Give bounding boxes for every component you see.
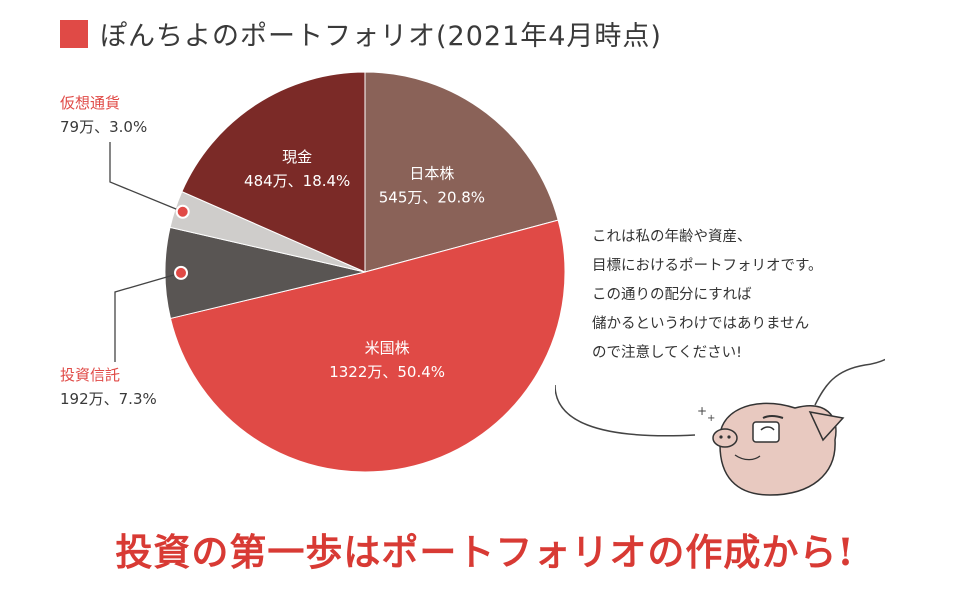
tagline: 投資の第一歩はポートフォリオの作成から! xyxy=(115,530,855,574)
slice-value-label: 192万、7.3% xyxy=(60,390,157,408)
leader-dot xyxy=(174,265,189,280)
svg-text:+: + xyxy=(697,404,707,418)
slice-value-label: 79万、3.0% xyxy=(60,118,147,136)
note-text: これは私の年齢や資産、 目標におけるポートフォリオです。 この通りの配分にすれば… xyxy=(592,223,892,368)
pig-mascot-icon: + + xyxy=(555,358,885,496)
slice-value-label: 484万、18.4% xyxy=(244,172,350,190)
note-line: この通りの配分にすれば xyxy=(592,287,752,303)
pie-slice xyxy=(169,219,566,473)
note-line: これは私の年齢や資産、 xyxy=(592,229,752,245)
title-square-icon xyxy=(60,19,88,48)
slice-name-label: 仮想通貨 xyxy=(60,94,120,112)
pie-slice xyxy=(364,71,559,273)
svg-text:+: + xyxy=(707,413,715,424)
slice-value-label: 1322万、50.4% xyxy=(329,363,445,381)
note-line: 目標におけるポートフォリオです。 xyxy=(592,258,823,274)
leader-line xyxy=(114,272,182,362)
leader-line xyxy=(109,142,183,213)
slice-name-label: 日本株 xyxy=(409,165,454,183)
slice-value-label: 545万、20.8% xyxy=(379,189,485,207)
slice-name-label: 投資信託 xyxy=(60,366,120,384)
chart-title: ぽんちよのポートフォリオ(2021年4月時点) xyxy=(100,21,662,52)
chart-title-group: ぽんちよのポートフォリオ(2021年4月時点) xyxy=(60,14,662,53)
slice-name-label: 現金 xyxy=(282,148,312,166)
slice-name-label: 米国株 xyxy=(365,339,410,357)
note-line: 儲かるというわけではありません xyxy=(592,316,810,332)
pie-slice xyxy=(181,71,366,273)
leader-dot xyxy=(175,204,190,219)
note-line: ので注意してください! xyxy=(592,345,742,361)
